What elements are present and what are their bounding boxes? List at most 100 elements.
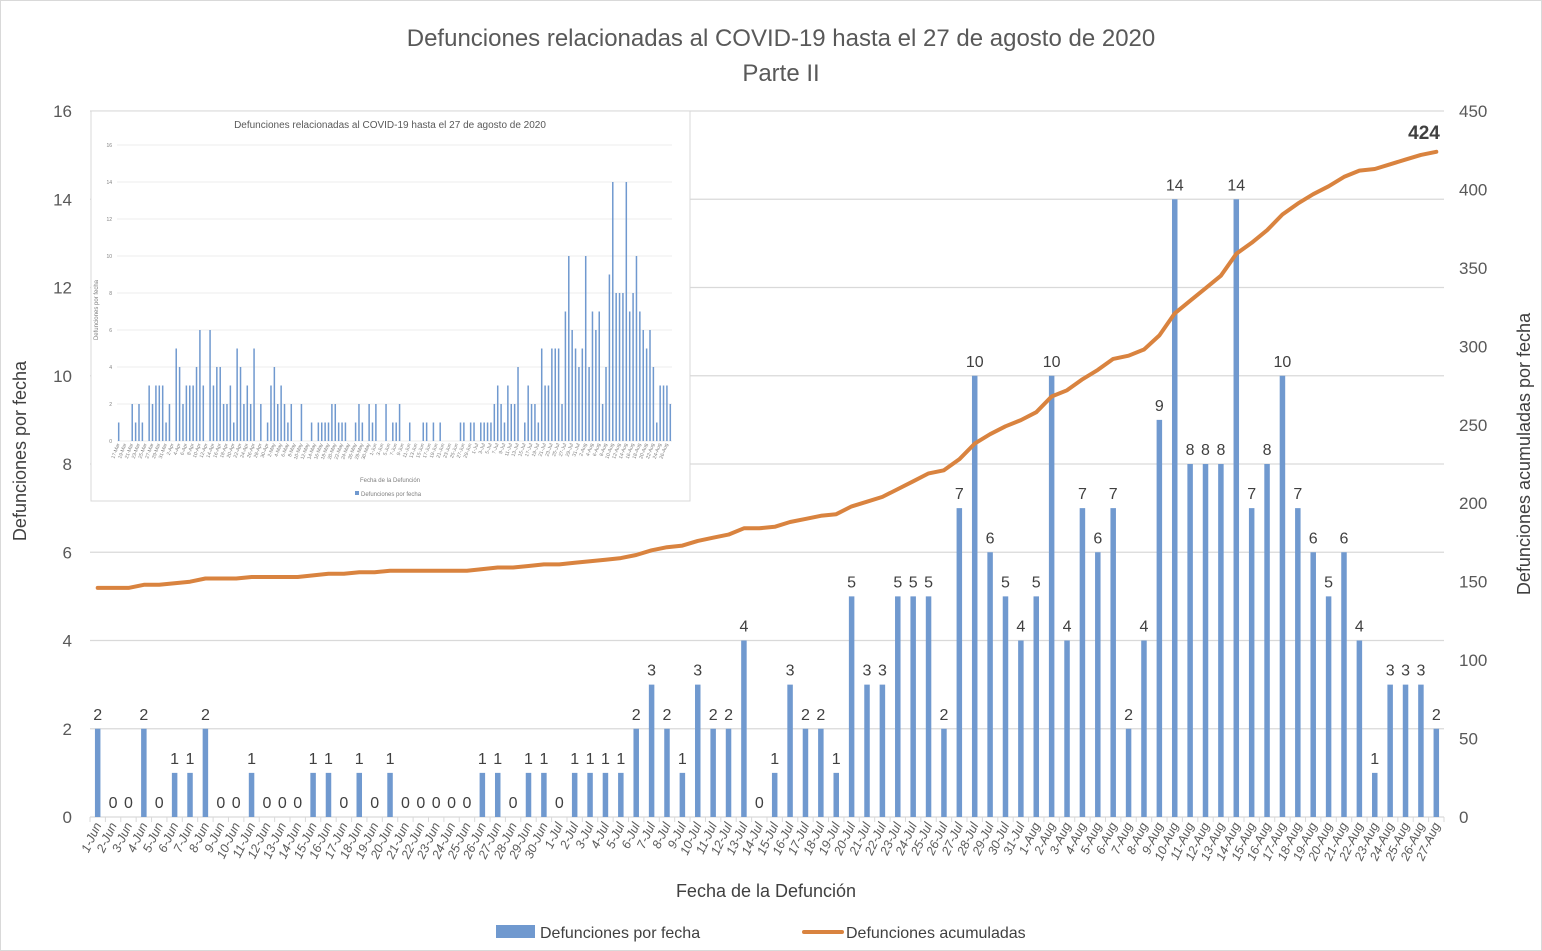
inset-bar xyxy=(290,404,293,441)
inset-bar xyxy=(571,330,573,441)
bar-data-label: 1 xyxy=(678,751,687,768)
bar-data-label: 8 xyxy=(1201,442,1210,459)
bar-data-label: 0 xyxy=(509,795,518,812)
inset-bar xyxy=(358,404,360,441)
inset-x-tick-label: 15-Jun xyxy=(415,442,426,459)
inset-bar xyxy=(642,330,644,441)
inset-bar xyxy=(527,385,529,441)
inset-bar xyxy=(216,367,218,441)
bar-data-label: 1 xyxy=(832,751,841,768)
inset-bar xyxy=(584,256,587,441)
inset-x-tick-label: 11-Jul xyxy=(504,443,514,458)
bar-data-label: 0 xyxy=(232,795,241,812)
inset-x-tick-label: 6-Apr xyxy=(179,442,189,456)
inset-bar xyxy=(666,385,668,441)
inset-bar xyxy=(178,367,181,441)
bar xyxy=(1048,375,1055,817)
y2-axis-title: Defunciones acumuladas por fecha xyxy=(1514,312,1534,595)
inset-bar xyxy=(334,404,337,441)
bar xyxy=(1387,684,1393,817)
inset-bar xyxy=(385,404,387,441)
inset-x-tick-label: 4-Apr xyxy=(173,442,183,456)
bar-data-label: 4 xyxy=(1063,619,1072,636)
y2-tick-label: 250 xyxy=(1459,416,1487,435)
inset-x-tick-label: 25-Mar xyxy=(138,442,149,459)
inset-y-tick-label: 6 xyxy=(109,328,112,334)
bar xyxy=(664,728,670,817)
inset-bar xyxy=(547,385,550,441)
bar-data-label: 5 xyxy=(909,574,918,591)
inset-bar xyxy=(601,404,604,441)
bar-data-label: 2 xyxy=(801,707,810,724)
inset-bar xyxy=(161,385,164,441)
inset-bar xyxy=(270,385,272,441)
bar xyxy=(895,596,901,817)
bar-data-label: 1 xyxy=(355,751,364,768)
bar-data-label: 3 xyxy=(863,663,872,680)
inset-x-tick-label: 11-Jun xyxy=(402,442,413,458)
inset-x-tick-label: 12-Aug xyxy=(611,442,622,459)
bar xyxy=(1295,508,1301,817)
bar xyxy=(171,772,178,817)
inset-bar xyxy=(310,422,313,441)
bar xyxy=(1079,508,1086,817)
inset-bar xyxy=(639,311,641,441)
inset-x-tick-label: 5-Jul xyxy=(484,443,493,455)
legend: Defunciones por fecha Defunciones acumul… xyxy=(496,925,1026,942)
y-tick-label: 12 xyxy=(53,279,72,298)
bar-series xyxy=(94,199,1440,817)
bar xyxy=(987,552,993,817)
bar xyxy=(202,728,209,817)
bar-data-label: 4 xyxy=(1355,619,1364,636)
bar xyxy=(771,772,778,817)
y2-tick-label: 300 xyxy=(1459,337,1487,356)
inset-bar xyxy=(300,404,303,441)
bar-data-label: 3 xyxy=(786,663,795,680)
inset-bar xyxy=(320,422,323,441)
inset-x-tick-label: 31-Mar xyxy=(158,442,169,459)
inset-x-tick-label: 24-Aug xyxy=(652,442,663,459)
inset-bar xyxy=(483,422,485,441)
bar-data-label: 1 xyxy=(524,751,533,768)
inset-bar xyxy=(341,422,343,441)
inset-x-tick-label: 30-Apr xyxy=(260,442,271,458)
inset-x-tick-label: 5-Jun xyxy=(382,442,392,456)
bar xyxy=(679,772,686,817)
inset-y-tick-label: 12 xyxy=(106,217,112,223)
bar xyxy=(248,772,255,817)
bar xyxy=(1372,772,1378,817)
inset-bar xyxy=(496,385,499,441)
inset-x-tick-label: 13-Jun xyxy=(409,442,420,459)
inset-bar xyxy=(280,385,282,441)
inset-bar xyxy=(209,330,211,441)
bar-data-label: 8 xyxy=(1216,442,1225,459)
bar-data-label: 2 xyxy=(1124,707,1133,724)
inset-bar xyxy=(459,422,462,441)
bar-data-label: 1 xyxy=(478,751,487,768)
inset-bar xyxy=(253,348,255,441)
bar xyxy=(141,728,147,817)
inset-bar xyxy=(189,385,191,441)
bar-data-label: 8 xyxy=(1186,442,1195,459)
bar-data-label: 2 xyxy=(139,707,148,724)
bar-data-label: 7 xyxy=(1109,486,1118,503)
inset-bar xyxy=(354,422,357,441)
inset-bar xyxy=(564,311,567,441)
inset-bar xyxy=(368,404,370,441)
bar-data-label: 1 xyxy=(616,751,625,768)
inset-bar xyxy=(490,422,492,441)
bar xyxy=(541,772,547,817)
inset-x-tick-label: 28-May xyxy=(354,442,366,460)
inset-bar xyxy=(473,422,475,441)
bar-data-label: 1 xyxy=(386,751,395,768)
inset-bar xyxy=(612,182,614,441)
bar-data-label: 0 xyxy=(432,795,441,812)
inset-bar xyxy=(239,367,242,441)
inset-bar xyxy=(622,293,624,441)
inset-bar xyxy=(371,422,374,441)
inset-x-tick-label: 18-Apr xyxy=(219,442,230,458)
inset-bar xyxy=(185,385,188,441)
bar-data-label: 0 xyxy=(262,795,271,812)
inset-x-tick-label: 7-Jul xyxy=(491,443,500,455)
